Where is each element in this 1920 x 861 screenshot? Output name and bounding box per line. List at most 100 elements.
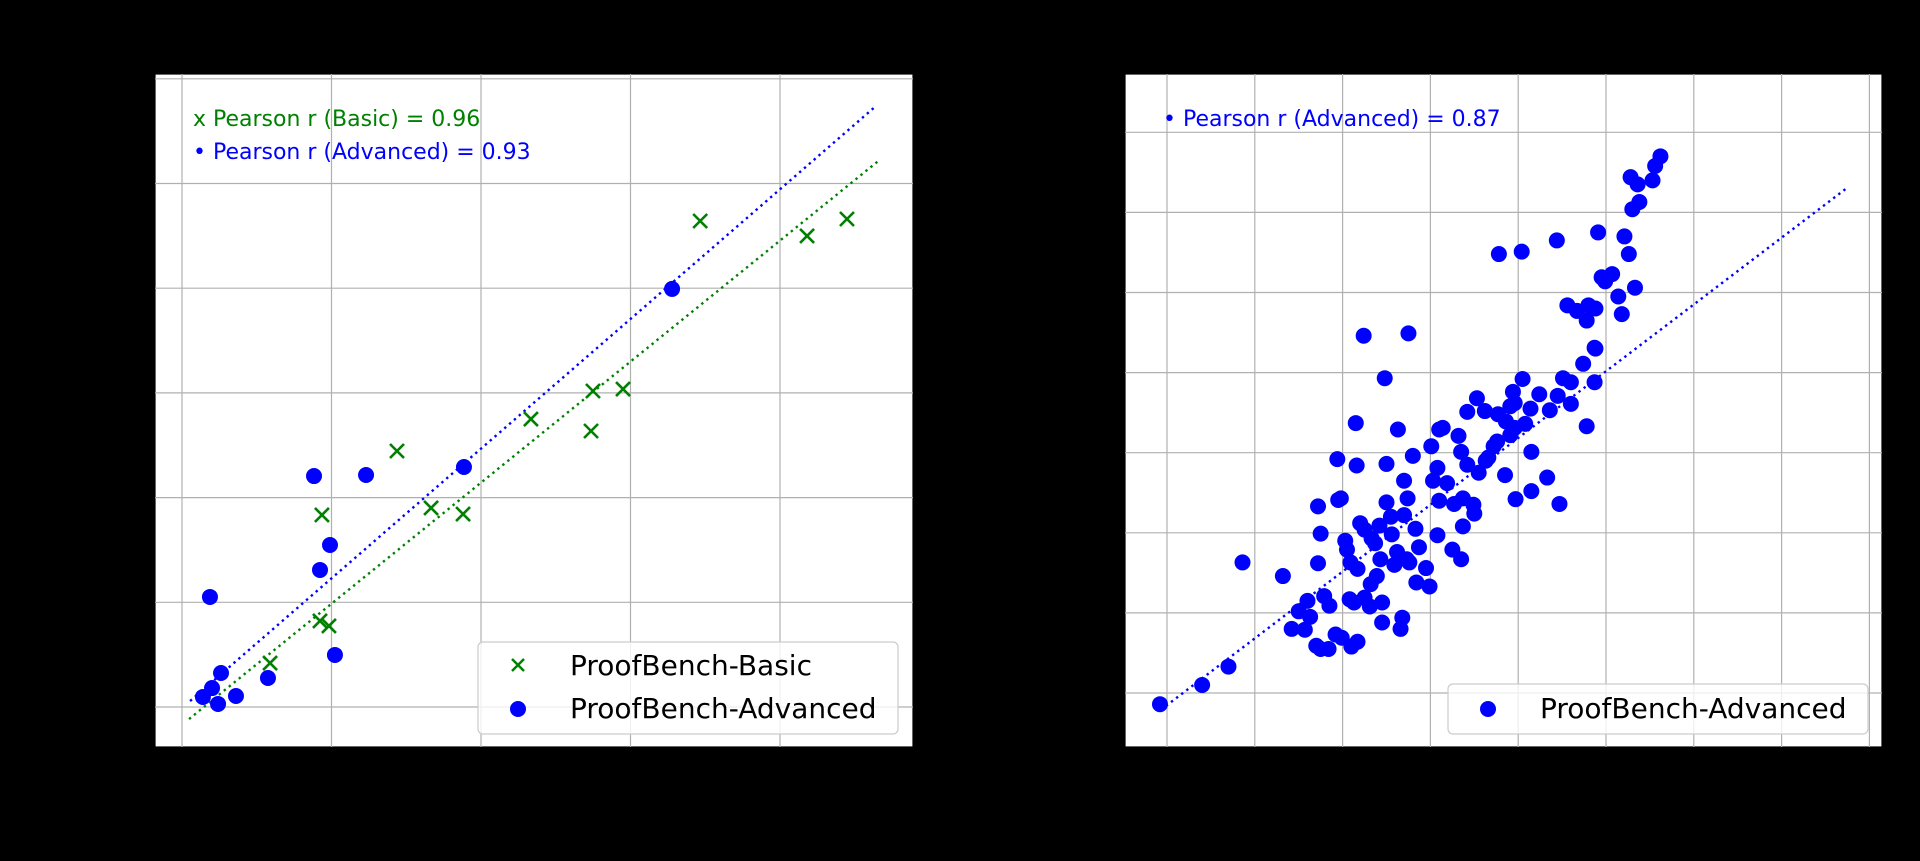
dot-marker — [1590, 224, 1607, 241]
dot-marker — [1332, 490, 1349, 507]
dot-marker — [1450, 427, 1467, 444]
dot-marker — [1407, 520, 1424, 537]
dot-marker — [1575, 355, 1592, 372]
dot-marker — [1476, 403, 1493, 420]
dot-marker — [1347, 415, 1364, 432]
dot-marker — [306, 468, 323, 485]
x-marker — [321, 618, 337, 634]
dot-marker — [213, 664, 230, 681]
left-trendlines — [188, 105, 880, 720]
dot-marker — [1548, 232, 1565, 249]
dot-marker — [1389, 421, 1406, 438]
dot-marker — [1418, 560, 1435, 577]
trendline-proofbench-basic — [188, 159, 880, 720]
dot-marker — [1610, 288, 1627, 305]
dot-marker — [1274, 568, 1291, 585]
x-marker — [799, 228, 815, 244]
dot-marker — [1578, 418, 1595, 435]
trendline-proofbench-advanced — [189, 105, 877, 702]
legend-label-basic: ProofBench-Basic — [570, 649, 812, 682]
x-marker — [585, 383, 601, 399]
dot-marker — [1302, 608, 1319, 625]
dot-marker — [1408, 574, 1425, 591]
dot-marker — [1652, 148, 1669, 165]
dot-marker — [210, 695, 227, 712]
dot-marker — [1194, 676, 1211, 693]
dot-marker — [322, 537, 339, 554]
left-data-points — [194, 211, 855, 712]
dot-marker — [1506, 395, 1523, 412]
dot-marker — [1477, 452, 1494, 469]
dot-marker — [1453, 551, 1470, 568]
dot-marker — [1613, 306, 1630, 323]
dot-marker — [1310, 498, 1327, 515]
dot-marker — [1361, 598, 1378, 615]
dot-marker — [1562, 395, 1579, 412]
x-marker — [262, 655, 278, 671]
x-marker — [312, 613, 328, 629]
dot-marker — [1514, 371, 1531, 388]
dot-marker — [358, 466, 375, 483]
dot-marker — [1587, 340, 1604, 357]
dot-marker — [1371, 517, 1388, 534]
dot-marker — [1644, 172, 1661, 189]
x-marker — [839, 211, 855, 227]
dot-marker — [1296, 621, 1313, 638]
dot-marker-icon — [510, 701, 526, 717]
dot-marker — [1368, 568, 1385, 585]
dot-marker — [1468, 390, 1485, 407]
dot-marker — [1541, 402, 1558, 419]
dot-marker — [1507, 491, 1524, 508]
dot-marker — [1404, 447, 1421, 464]
dot-marker — [1429, 459, 1446, 476]
dot-marker — [1349, 560, 1366, 577]
dot-marker — [1374, 614, 1391, 631]
dot-marker — [1587, 300, 1604, 317]
x-marker — [455, 506, 471, 522]
dot-marker — [1470, 464, 1487, 481]
trendline-proofbench-advanced — [1160, 186, 1849, 711]
dot-marker — [1497, 467, 1514, 484]
dot-marker — [1423, 438, 1440, 455]
x-marker — [389, 443, 405, 459]
x-marker-icon — [511, 658, 525, 672]
right-trendlines — [1160, 186, 1849, 711]
dot-marker — [1586, 374, 1603, 391]
dot-marker — [1312, 525, 1329, 542]
dot-marker — [201, 588, 218, 605]
left-plot-area — [154, 73, 914, 748]
dot-marker — [1485, 438, 1502, 455]
dot-marker — [1363, 530, 1380, 547]
dot-marker — [1410, 539, 1427, 556]
dot-marker — [1396, 472, 1413, 489]
dot-marker — [1454, 518, 1471, 535]
dot-marker — [1386, 556, 1403, 573]
left-annotation-basic: x Pearson r (Basic) = 0.96 — [193, 107, 480, 132]
dot-marker — [227, 688, 244, 705]
dot-marker — [1338, 541, 1355, 558]
x-marker — [314, 507, 330, 523]
x-marker — [692, 213, 709, 229]
dot-marker — [1374, 594, 1391, 611]
dot-marker — [1523, 483, 1540, 500]
dot-marker — [1631, 193, 1648, 210]
dot-marker — [1425, 472, 1442, 489]
dot-marker — [1539, 469, 1556, 486]
x-marker — [523, 411, 539, 427]
dot-marker — [1421, 578, 1438, 595]
dot-marker — [1220, 658, 1237, 675]
left-annotation-advanced: • Pearson r (Advanced) = 0.93 — [193, 140, 531, 165]
dot-marker — [259, 669, 276, 686]
dot-marker — [1400, 325, 1417, 342]
legend-label-advanced: ProofBench-Advanced — [570, 692, 877, 725]
dot-marker — [1394, 609, 1411, 626]
dot-marker — [1459, 456, 1476, 473]
right-gridlines — [1125, 74, 1882, 747]
dot-marker — [1622, 169, 1639, 186]
dot-marker — [311, 561, 328, 578]
dot-marker — [1348, 457, 1365, 474]
dot-marker — [1151, 696, 1168, 713]
dot-marker — [1513, 243, 1530, 260]
left-scatter-plot: x Pearson r (Basic) = 0.96 • Pearson r (… — [154, 73, 914, 748]
dot-marker — [1578, 312, 1595, 329]
